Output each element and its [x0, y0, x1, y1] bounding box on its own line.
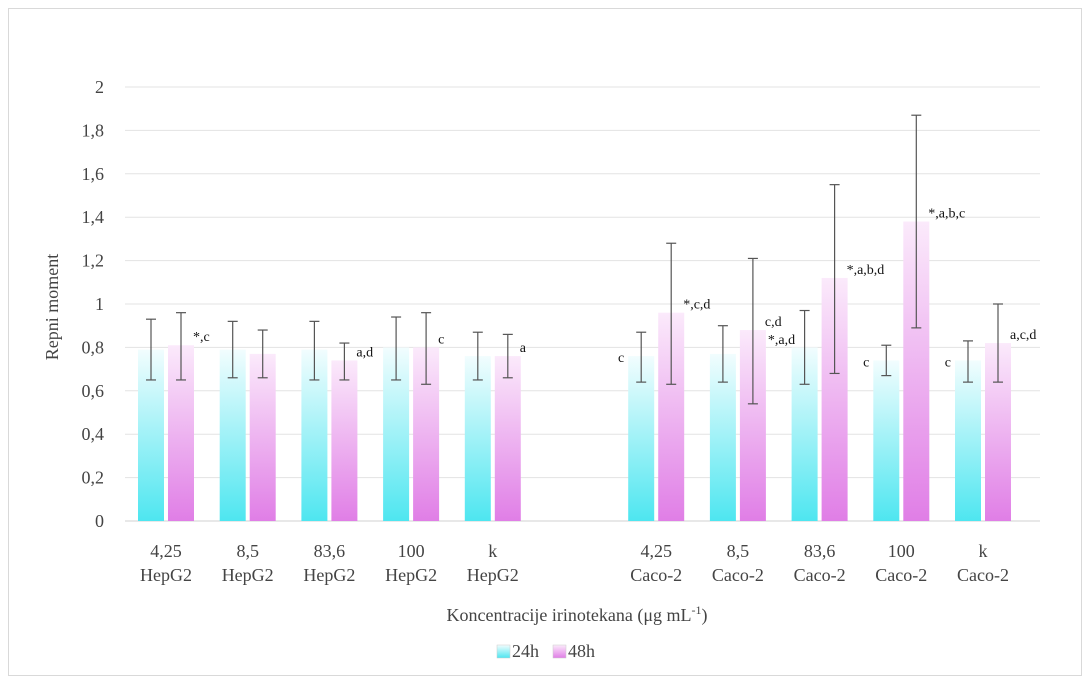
annotation-label: c: [863, 355, 869, 370]
y-tick-label: 1: [95, 294, 104, 314]
legend-swatch-24h: [496, 644, 511, 659]
x-axis-labels: 4,25 HepG2 8,5 HepG2 83,6 HepG2 100 HepG2 k HepG2…: [140, 541, 1009, 585]
x-tick-label: Caco-2: [794, 565, 846, 585]
annotation-label: *,a,b,c: [928, 207, 965, 222]
y-axis-title: Repni moment: [42, 254, 62, 361]
annotation-label: a: [520, 341, 527, 356]
annotation-label: c,d: [765, 315, 782, 330]
x-tick-label: 8,5: [236, 541, 259, 561]
y-tick-label: 1,8: [82, 120, 105, 140]
x-tick-label: 100: [888, 541, 915, 561]
x-axis-title-superscript: -1: [692, 603, 702, 617]
x-tick-label: 83,6: [804, 541, 836, 561]
x-tick-label: HepG2: [303, 565, 355, 585]
bar-48h-4: [494, 356, 521, 521]
bar-24h-9: [955, 360, 981, 521]
y-tick-label: 0,6: [82, 381, 105, 401]
x-tick-label: HepG2: [222, 565, 274, 585]
legend-label: 48h: [568, 641, 595, 661]
x-tick-label: 100: [398, 541, 425, 561]
bar-48h-2: [331, 360, 358, 521]
x-tick-label: Caco-2: [957, 565, 1009, 585]
annotation-label: *,c: [193, 330, 210, 345]
y-tick-label: 1,6: [82, 164, 105, 184]
y-tick-label: 0: [95, 511, 104, 531]
bars: [138, 221, 1011, 522]
chart-frame: [8, 8, 1082, 676]
legend-swatch-48h: [552, 644, 567, 659]
bar-24h-4: [464, 356, 491, 521]
x-tick-label: HepG2: [385, 565, 437, 585]
x-axis-title: Koncentracije irinotekana (μg mL-1): [446, 603, 707, 626]
legend-label: 24h: [512, 641, 539, 661]
x-tick-label: 4,25: [150, 541, 182, 561]
x-tick-label: k: [488, 541, 497, 561]
annotation-label: c: [618, 351, 624, 366]
annotation-label: *,c,d: [683, 298, 710, 313]
y-tick-label: 0,4: [82, 424, 105, 444]
annotation-label: c: [945, 355, 951, 370]
y-tick-label: 1,2: [82, 251, 105, 271]
annotation-label: a,d: [356, 345, 373, 360]
x-tick-label: HepG2: [467, 565, 519, 585]
annotation-label: *,a,d: [768, 333, 795, 348]
x-tick-label: Caco-2: [630, 565, 682, 585]
y-tick-label: 0,2: [82, 468, 105, 488]
annotation-label: a,c,d: [1010, 328, 1036, 343]
x-tick-label: 83,6: [314, 541, 346, 561]
bar-24h-8: [873, 360, 900, 521]
x-tick-label: 8,5: [727, 541, 750, 561]
y-tick-label: 1,4: [82, 207, 105, 227]
x-tick-label: Caco-2: [712, 565, 764, 585]
y-tick-label: 2: [95, 77, 104, 97]
significance-annotations: c c c *,c a,d c a *,c,d c,d *,a,d *,a,b,d *,a,b,c a,…: [193, 207, 1036, 371]
error-bars: [146, 114, 1003, 405]
x-tick-label: Caco-2: [875, 565, 927, 585]
y-axis-ticks: 0 0,2 0,4 0,6 0,8 1 1,2 1,4 1,6 1,8 2: [82, 77, 105, 531]
legend: 24h 48h: [496, 641, 595, 661]
annotation-label: *,a,b,d: [847, 263, 885, 278]
bar-24h-5: [628, 356, 655, 521]
x-tick-label: k: [979, 541, 988, 561]
x-tick-label: HepG2: [140, 565, 192, 585]
y-tick-label: 0,8: [82, 337, 105, 357]
annotation-label: c: [438, 332, 444, 347]
bar-48h-1: [249, 353, 276, 521]
x-tick-label: 4,25: [640, 541, 672, 561]
